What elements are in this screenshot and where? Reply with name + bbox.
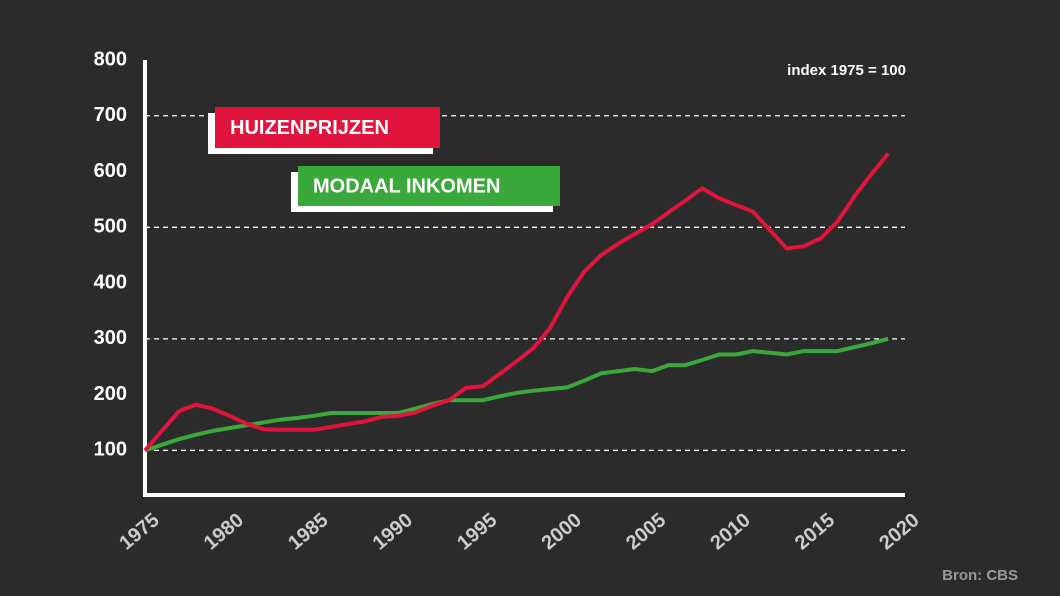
legend-label: HUIZENPRIJZEN <box>230 117 389 139</box>
y-tick-label: 700 <box>94 104 127 126</box>
y-tick-label: 600 <box>94 160 127 182</box>
annotation: index 1975 = 100 <box>787 62 906 79</box>
legend-box <box>215 107 440 148</box>
y-tick-label: 300 <box>94 327 127 349</box>
y-tick-label: 400 <box>94 271 127 293</box>
source: Bron: CBS <box>942 567 1018 584</box>
y-tick-label: 800 <box>94 48 127 70</box>
y-tick-label: 200 <box>94 383 127 405</box>
line <box>144 336 889 453</box>
y-tick-label: 100 <box>94 439 127 461</box>
legend-box <box>298 166 560 206</box>
line <box>143 152 890 452</box>
y-tick-label: 500 <box>94 216 127 238</box>
legend-label: MODAAL INKOMEN <box>313 175 500 197</box>
